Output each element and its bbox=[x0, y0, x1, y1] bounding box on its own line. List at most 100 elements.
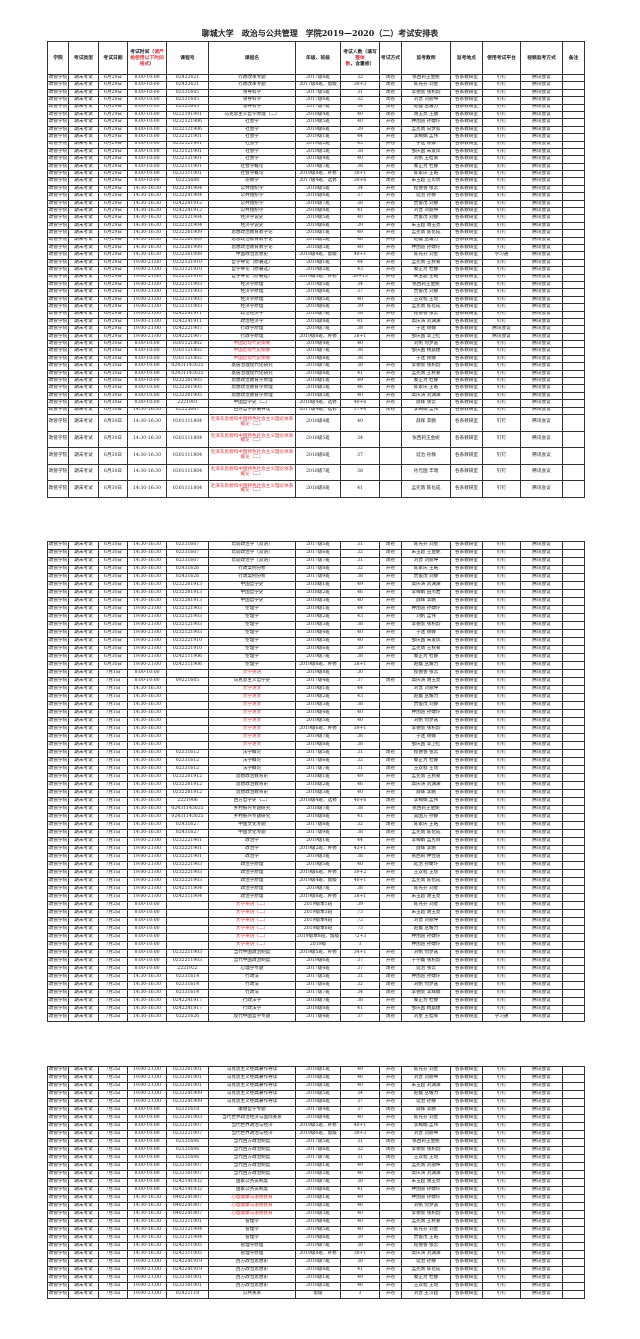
cell-student-count: 44 bbox=[340, 605, 380, 614]
cell-invigilators: 孟宪翡 陈化成 bbox=[401, 877, 451, 886]
cell-course-code: 0232221910 bbox=[166, 645, 209, 654]
cell-school: 政管学院 bbox=[47, 266, 69, 275]
cell-remark bbox=[562, 447, 585, 465]
cell-course-code: 0242241919 bbox=[166, 1258, 209, 1267]
cell-exam-mode: 开卷 bbox=[379, 384, 402, 393]
cell-course-name: 基层治理现代化研究 bbox=[208, 369, 296, 379]
cell-course-name: 社会学 bbox=[208, 155, 296, 164]
cell-exam-type: 期末考试 bbox=[68, 1146, 99, 1155]
table-row: 政管学院 期末考试 6月30日 8:00-10:00 0232261905 思想政治教育学… bbox=[47, 376, 585, 386]
cell-class: 2017级5班 bbox=[295, 973, 341, 982]
cell-school: 政管学院 bbox=[47, 340, 69, 349]
cell-class: 2019级8班 bbox=[295, 354, 341, 364]
cell-student-count: 38 bbox=[340, 1258, 380, 1267]
cell-exam-type: 期末考试 bbox=[68, 317, 99, 327]
cell-invigilators: 刘星 王桂菊 bbox=[401, 1013, 451, 1022]
cell-student-count: 31 bbox=[340, 557, 380, 566]
cell-exam-mode: 开卷 bbox=[379, 140, 402, 149]
cell-exam-mode: 开卷 bbox=[379, 303, 402, 312]
cell-course-name: 思想政治教育史 bbox=[208, 789, 296, 798]
cell-class: 2017级9班 bbox=[295, 573, 341, 582]
cell-course-name: 马克思主义经典著作导读 bbox=[208, 1090, 296, 1099]
cell-remark bbox=[562, 96, 585, 105]
cell-exam-time: 14:30-16:30 bbox=[127, 1250, 167, 1259]
cell-exam-type: 期末考试 bbox=[68, 549, 99, 558]
cell-course-code bbox=[166, 701, 209, 710]
cell-invigilators: 程德香 张云 bbox=[401, 1242, 451, 1251]
cell-video-method: 腾讯会议 bbox=[520, 288, 563, 297]
table-row: 政管学院 期末考试 6月30日 14:30-16:30 0301111804 毛泽东思想和… bbox=[47, 430, 585, 449]
header-text: 课程号 bbox=[180, 54, 195, 61]
cell-invigilators: 刘晋 刘丽坤 bbox=[401, 1074, 451, 1083]
cell-exam-mode: 闭卷 bbox=[379, 541, 402, 550]
cell-remark bbox=[562, 1082, 585, 1091]
cell-exam-type: 期末考试 bbox=[68, 325, 99, 334]
cell-course-name: 国家公务员制度 bbox=[208, 1178, 296, 1187]
cell-student-count: 38+1 bbox=[340, 332, 380, 342]
cell-location: 各系教研室 bbox=[450, 73, 483, 83]
cell-school: 政管学院 bbox=[47, 96, 69, 105]
cell-school: 政管学院 bbox=[47, 557, 69, 566]
cell-exam-date: 6月30日 bbox=[98, 629, 128, 638]
cell-platform: 钉钉 bbox=[482, 1154, 521, 1163]
cell-class: 2018级4班 bbox=[295, 110, 341, 120]
cell-course-name: 哲学导论（原著选） bbox=[208, 273, 296, 282]
cell-school: 政管学院 bbox=[47, 399, 69, 408]
cell-exam-type: 期末考试 bbox=[68, 981, 99, 990]
cell-exam-time: 14:30-16:30 bbox=[127, 733, 167, 742]
cell-class: 2019级8班、补修 bbox=[295, 1250, 341, 1259]
cell-video-method: 腾讯会议 bbox=[520, 973, 563, 982]
cell-invigilators: 于迷 徐娜 bbox=[401, 629, 451, 638]
cell-video-method: 腾讯会议 bbox=[520, 463, 563, 482]
cell-invigilators: 孟宪翡 陈化成 bbox=[401, 303, 451, 312]
cell-course-code: 02422118 bbox=[166, 1290, 209, 1299]
cell-course-name: 管理学原理 bbox=[208, 1250, 296, 1259]
cell-invigilators: 延治 孙静 bbox=[401, 1258, 451, 1267]
cell-student-count: 32 bbox=[340, 565, 380, 574]
cell-exam-mode: 开卷 bbox=[379, 1290, 402, 1299]
cell-invigilators: 于学磊 张积韵 bbox=[401, 957, 451, 966]
cell-invigilators: 邹庆国 杨晨捷 bbox=[401, 347, 451, 356]
cell-class: 2019级5班 bbox=[295, 118, 341, 127]
cell-exam-date: 6月30日 bbox=[98, 413, 128, 432]
cell-course-name: 哲学导论（原著选） bbox=[208, 266, 296, 275]
cell-platform: 钉钉 bbox=[482, 1122, 521, 1131]
cell-exam-time: 14:30-16:30 bbox=[127, 243, 167, 253]
cell-course-code: 02331614 bbox=[166, 973, 209, 982]
cell-exam-date: 6月30日 bbox=[98, 613, 128, 622]
cell-exam-mode: 闭卷 bbox=[379, 81, 402, 90]
cell-platform: 钉钉 bbox=[482, 957, 521, 966]
exam-schedule-table-part-1: 学院 考试类型 考试日期 考试时间（请严格使用以下时间格式） 课程号 课程名 年级、班级 考试… bbox=[47, 41, 585, 498]
cell-platform: 钉钉 bbox=[482, 749, 521, 758]
cell-school: 政管学院 bbox=[47, 413, 69, 432]
cell-video-method: 腾讯会议 bbox=[520, 406, 563, 415]
table-row: 政管学院 期末考试 6月29日 8:00-10:00 02331605 领导科学 2017级… bbox=[47, 96, 585, 105]
cell-course-name: 大学语文 bbox=[208, 693, 296, 702]
cell-exam-mode bbox=[379, 430, 402, 449]
cell-exam-date: 7月1日 bbox=[98, 685, 128, 694]
cell-invigilators: 李德景 张积韵 bbox=[401, 1210, 451, 1219]
cell-exam-mode: 开卷 bbox=[379, 1130, 402, 1139]
cell-video-method: 腾讯会议 bbox=[520, 933, 563, 942]
cell-course-code: 0242141932 bbox=[166, 1186, 209, 1195]
cell-school: 政管学院 bbox=[47, 347, 69, 356]
cell-course-code bbox=[166, 941, 209, 950]
cell-location: 各系教研室 bbox=[450, 1130, 483, 1139]
cell-location: 各系教研室 bbox=[450, 399, 483, 408]
cell-exam-mode: 开卷 bbox=[379, 1218, 402, 1227]
cell-student-count: 3 bbox=[340, 1290, 380, 1299]
cell-exam-time: 14:30-16:30 bbox=[127, 192, 167, 201]
cell-school: 政管学院 bbox=[47, 1210, 69, 1219]
cell-video-method: 腾讯会议 bbox=[520, 733, 563, 742]
column-header-platform: 使用考试平台 bbox=[482, 41, 521, 75]
cell-class: 2019级4班 bbox=[295, 155, 341, 164]
cell-invigilators: 高庆涛 刘渊渊 bbox=[401, 1170, 451, 1179]
table-row: 政管学院 期末考试 7月1日 19:00-21:00 0232221903 政治学原理 20… bbox=[47, 869, 585, 878]
cell-exam-time: 19:00-21:00 bbox=[127, 1258, 167, 1267]
cell-course-name: 经济学原理 bbox=[208, 303, 296, 312]
cell-platform: 钉钉 bbox=[482, 391, 521, 401]
cell-remark bbox=[562, 949, 585, 958]
header-text: 考试方式 bbox=[380, 54, 401, 61]
cell-invigilators: 李梅娟 孟伟 bbox=[401, 406, 451, 415]
cell-class: 2019级5班 bbox=[295, 295, 341, 305]
